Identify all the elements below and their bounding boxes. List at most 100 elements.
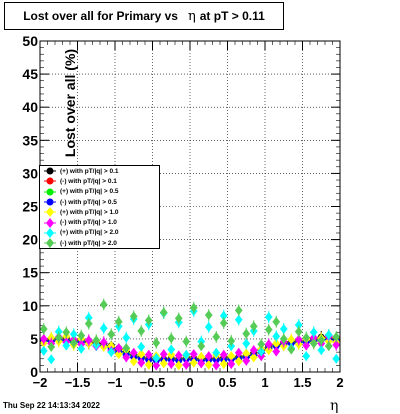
legend-item: (+) with pT/|q| > 0.1 [40,166,159,176]
data-point [160,307,168,318]
x-tick-label: 0.5 [218,375,236,390]
data-point [182,349,190,360]
x-tick-label: −1 [108,375,123,390]
data-point [250,321,258,332]
data-point [145,359,153,370]
y-tick-label: 50 [22,33,38,49]
data-point [40,345,48,356]
data-point [317,335,325,346]
data-point [137,341,145,352]
legend-label: (+) with pT/|q| > 1.0 [60,208,119,216]
data-point [160,358,168,369]
data-point [310,327,318,338]
data-point [152,360,160,371]
data-point [227,335,235,346]
data-point [107,329,115,340]
legend-marker [44,207,56,218]
data-point [302,340,310,351]
legend-label: (-) with pT/|q| > 1.0 [60,219,117,227]
data-point [197,351,205,362]
data-point [242,348,250,359]
data-point [175,360,183,371]
legend-label: (+) with pT/|q| > 0.5 [60,188,119,196]
data-point [295,334,303,345]
data-point [235,347,243,358]
legend-label: (+) with pT/|q| > 0.1 [60,167,119,175]
data-point [100,323,108,334]
data-point [250,345,258,356]
title-eta-symbol: η [187,8,196,24]
legend-item: (+) with pT/|q| > 2.0 [40,227,159,238]
y-tick-label: 45 [22,66,38,82]
data-point [40,323,48,334]
legend-marker [44,238,56,249]
y-tick-label: 5 [30,331,38,347]
legend-marker [44,198,56,206]
x-tick-label: 2 [336,375,343,390]
legend-marker [44,217,56,228]
data-point [235,356,243,367]
data-point [100,299,108,310]
data-point [100,337,108,348]
legend-label: (-) with pT/|q| > 2.0 [60,239,117,247]
data-point [205,351,213,362]
data-point [130,347,138,358]
data-point [287,334,295,345]
data-point [272,331,280,342]
legend-marker [44,188,56,196]
data-point [160,349,168,360]
data-point [197,358,205,369]
data-point [235,314,243,325]
legend-marker [44,227,56,238]
data-point [272,346,280,357]
y-tick-label: 35 [22,132,38,148]
series-8 [40,298,340,355]
y-tick-label: 40 [22,99,38,115]
data-point [220,359,228,370]
data-point [332,353,340,364]
data-point [257,339,265,350]
title-main: Lost over all for Primary vs [23,9,178,23]
data-point [242,355,250,366]
legend-item: (-) with pT/|q| > 0.5 [40,197,159,207]
data-point [310,338,318,349]
y-tick-label: 30 [22,165,38,181]
data-point [280,333,288,344]
data-point [302,351,310,362]
data-point [272,338,280,349]
data-point [265,312,273,323]
x-tick-label: −2 [33,375,48,390]
data-point [145,349,153,360]
legend-item: (-) with pT/|q| > 0.1 [40,176,159,186]
legend-item: (-) with pT/|q| > 2.0 [40,238,159,249]
data-point [77,330,85,341]
data-point [295,326,303,337]
y-axis-label: Lost over all (%) [62,48,78,158]
data-point [242,338,250,349]
data-point [295,319,303,330]
data-point [250,352,258,363]
data-point [122,332,130,343]
data-points [40,298,340,371]
data-point [182,359,190,370]
data-point [325,341,333,352]
data-point [167,349,175,360]
data-point [212,331,220,342]
data-point [70,337,78,348]
data-point [272,316,280,327]
data-point [137,349,145,360]
legend-item: (-) with pT/|q| > 1.0 [40,217,159,228]
data-point [167,344,175,355]
data-point [265,339,273,350]
data-point [152,337,160,348]
legend-item: (+) with pT/|q| > 1.0 [40,207,159,218]
data-point [175,313,183,324]
data-point [197,341,205,352]
data-point [47,354,55,365]
legend-label: (-) with pT/|q| > 0.1 [60,177,117,185]
data-point [130,311,138,322]
data-point [190,302,198,313]
data-point [122,343,130,354]
data-point [220,310,228,321]
